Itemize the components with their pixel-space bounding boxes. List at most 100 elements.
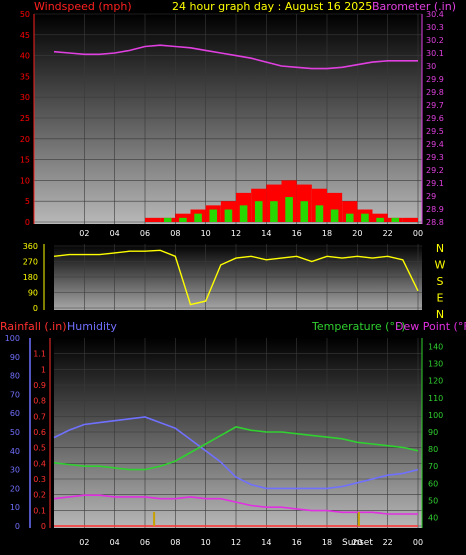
wind-tick-label: 30: [20, 93, 30, 102]
barometer-tick-label: 28.9: [426, 205, 444, 214]
gust-bar: [254, 201, 263, 222]
temp-x-tick-label: 12: [231, 538, 241, 547]
gust-bar: [330, 209, 339, 222]
temp-x-tick-label: 10: [201, 538, 211, 547]
barometer-tick-label: 29.1: [426, 179, 444, 188]
direction-axis-left: 0 90 180 270 360: [23, 242, 45, 313]
temp-x-tick-label: 22: [383, 538, 393, 547]
wind-tick-label: 25: [20, 114, 30, 123]
direction-tick-label: 270: [23, 258, 38, 267]
humidity-tick-label: 10: [10, 503, 20, 512]
barometer-tick-label: 29.8: [426, 88, 444, 97]
temp-tick-label: 60: [428, 479, 438, 488]
temp-marks: [53, 416, 419, 527]
humidity-tick-label: 50: [10, 428, 20, 437]
temp-x-tick-label: 16: [292, 538, 302, 547]
wind-grid: [34, 13, 422, 224]
temp-x-tick-label: 06: [140, 538, 150, 547]
temp-tick-label: 120: [428, 377, 443, 386]
wind-x-tick-label: 04: [110, 229, 120, 238]
gust-bar: [361, 213, 369, 222]
rain-tick-label: 0.3: [33, 475, 46, 484]
temp-tick-label: 40: [428, 513, 438, 522]
rain-humidity-axis: 0 10 20 30 40 50 60 70 80 90 100 0 0.1 0.2 0.3 0.4 0.5 0.…: [5, 334, 51, 531]
gust-bar: [315, 205, 324, 222]
temperature-line: [53, 426, 419, 471]
compass-label: N: [436, 308, 444, 321]
barometer-tick-label: 29.4: [426, 140, 444, 149]
barometer-tick-label: 28.8: [426, 218, 444, 227]
barometer-tick-label: 29.9: [426, 75, 444, 84]
wind-tick-label: 0: [25, 218, 30, 227]
humidity-tick-label: 20: [10, 484, 20, 493]
wind-x-tick-label: 16: [292, 229, 302, 238]
gust-bar: [270, 201, 278, 222]
gust-bar: [300, 201, 309, 222]
wind-tick-label: 15: [20, 156, 30, 165]
gust-bar: [179, 217, 187, 222]
humidity-tick-label: 80: [10, 372, 20, 381]
wind-marks: [53, 44, 418, 222]
wind-axis-left: 0 5 10 15 20 25 30 35 40 45 50: [20, 10, 35, 227]
gust-bar: [224, 209, 233, 222]
direction-tick-label: 90: [28, 289, 38, 298]
wind-axis-x: 02 04 06 08 10 12 14 16 18 20 22 00: [79, 229, 423, 238]
temp-tick-label: 50: [428, 496, 438, 505]
temp-tick-label: 70: [428, 462, 438, 471]
rain-tick-label: 1.1: [33, 350, 46, 359]
dewpoint-line: [53, 494, 418, 515]
humidity-line: [53, 416, 419, 490]
wind-x-tick-label: 00: [413, 229, 423, 238]
humidity-tick-label: 40: [10, 447, 20, 456]
wind-x-tick-label: 02: [79, 229, 89, 238]
compass-label: E: [437, 292, 444, 305]
rain-tick-label: 0.2: [33, 491, 46, 500]
wind-x-tick-label: 12: [231, 229, 241, 238]
barometer-tick-label: 29.2: [426, 166, 444, 175]
compass-label: W: [435, 259, 446, 272]
barometer-tick-label: 30.2: [426, 36, 444, 45]
gust-bar: [345, 213, 354, 222]
temp-tick-label: 110: [428, 394, 443, 403]
barometer-tick-label: 29.6: [426, 114, 444, 123]
barometer-axis-right: 28.8 28.9 29 29.1 29.2 29.3 29.4 29.5 29.6 29.7 29…: [421, 10, 444, 227]
temp-tick-label: 80: [428, 445, 438, 454]
gust-bar: [376, 217, 384, 222]
compass-label: S: [437, 275, 444, 288]
gust-bar: [194, 213, 202, 222]
temp-x-tick-label: 08: [170, 538, 180, 547]
wind-tick-label: 40: [20, 52, 30, 61]
barometer-tick-label: 30.1: [426, 49, 444, 58]
gust-bar: [209, 209, 218, 222]
wind-tick-label: 45: [20, 31, 30, 40]
compass-label: N: [436, 242, 444, 255]
gust-bar: [391, 217, 400, 222]
wind-tick-label: 5: [25, 197, 30, 206]
rain-tick-label: 0.8: [33, 397, 46, 406]
wind-plot-area: [34, 14, 422, 224]
rainfall-legend: Rainfall (.in): [0, 320, 67, 333]
direction-tick-label: 0: [33, 304, 38, 313]
wind-tick-label: 50: [20, 10, 30, 19]
barometer-tick-label: 30.4: [426, 10, 444, 19]
windspeed-label: Windspeed (mph): [34, 0, 132, 13]
wind-x-tick-label: 08: [170, 229, 180, 238]
wind-tick-label: 10: [20, 176, 30, 185]
sunset-annotation: Sunset: [342, 538, 373, 548]
direction-tick-label: 180: [23, 273, 38, 282]
temp-x-tick-label: 18: [322, 538, 332, 547]
rain-tick-label: 0.7: [33, 412, 46, 421]
wind-tick-label: 35: [20, 72, 30, 81]
wind-x-tick-label: 18: [322, 229, 332, 238]
rain-tick-label: 1: [41, 365, 46, 374]
rain-tick-label: 0.4: [33, 459, 46, 468]
barometer-line: [53, 44, 418, 70]
temp-tick-label: 100: [428, 411, 443, 420]
temp-tick-label: 90: [428, 428, 438, 437]
humidity-tick-label: 90: [10, 353, 20, 362]
barometer-tick-label: 29.7: [426, 101, 444, 110]
humidity-legend: Humidity: [67, 320, 117, 333]
temp-x-tick-label: 00: [413, 538, 423, 547]
dewpoint-legend: Dew Point (°F): [395, 320, 466, 333]
